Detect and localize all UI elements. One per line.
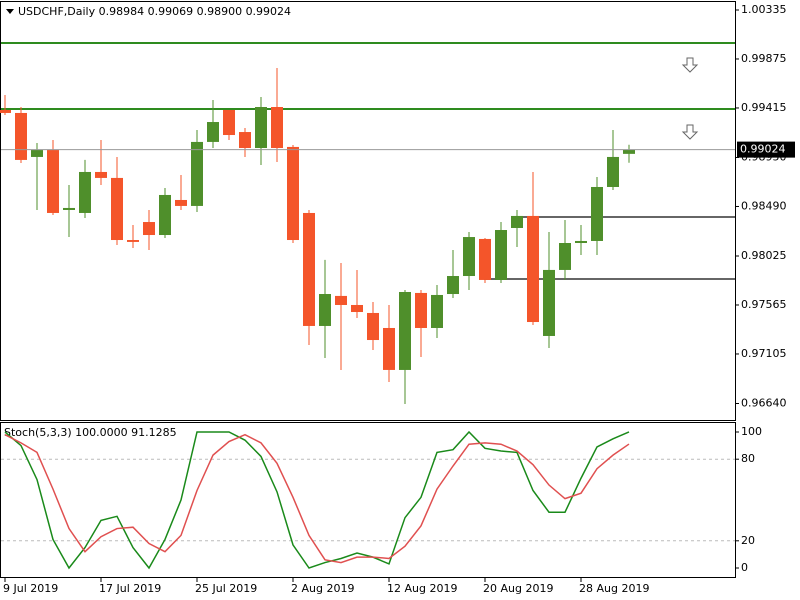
candle-body <box>367 312 379 341</box>
candle-body <box>223 109 235 136</box>
candle-body <box>591 186 603 241</box>
candle-body <box>79 171 91 213</box>
y-tick-label: 0.98490 <box>741 199 787 212</box>
candle-body <box>495 230 507 280</box>
candle-body <box>575 240 587 244</box>
chart-title: USDCHF,Daily 0.98984 0.99069 0.98900 0.9… <box>18 5 291 18</box>
candle-body <box>335 295 347 305</box>
x-tick-label: 20 Aug 2019 <box>483 582 553 595</box>
candle-body <box>527 215 539 323</box>
candle-body <box>287 146 299 241</box>
x-tick-label: 9 Jul 2019 <box>3 582 58 595</box>
candle-body <box>511 215 523 228</box>
y-tick-label: 0.99875 <box>741 52 787 65</box>
candle-body <box>415 292 427 328</box>
candle-body <box>31 150 43 157</box>
candle-body <box>559 243 571 270</box>
candle-body <box>207 122 219 142</box>
candle-body <box>127 240 139 242</box>
candle-body <box>0 109 11 113</box>
candle-body <box>303 212 315 326</box>
candle-body <box>351 304 363 313</box>
y-tick-label: 1.00335 <box>741 3 787 16</box>
y-tick-label: 0.98025 <box>741 249 787 262</box>
candle-body <box>543 269 555 336</box>
y-tick-label: 0.96640 <box>741 396 787 409</box>
y-tick-label: 20 <box>741 534 755 547</box>
candle-body <box>143 222 155 236</box>
stoch-line <box>4 433 630 564</box>
candle-body <box>447 276 459 295</box>
arrow-icon <box>681 57 699 73</box>
candle-body <box>47 150 59 213</box>
stoch-panel <box>0 422 736 578</box>
candle-body <box>319 294 331 326</box>
candle-body <box>479 238 491 280</box>
price-panel <box>0 1 736 421</box>
current-price-label: 0.99024 <box>740 143 786 156</box>
candle-body <box>239 132 251 149</box>
y-tick-label: 100 <box>741 425 762 438</box>
candle-body <box>191 141 203 206</box>
candle-body <box>383 327 395 370</box>
x-tick-label: 17 Jul 2019 <box>99 582 161 595</box>
candle-body <box>175 199 187 206</box>
candle-body <box>63 207 75 210</box>
x-tick-label: 25 Jul 2019 <box>195 582 257 595</box>
candle-body <box>399 291 411 370</box>
y-tick-label: 0.97105 <box>741 347 787 360</box>
candle-body <box>159 194 171 236</box>
x-tick-label: 2 Aug 2019 <box>291 582 354 595</box>
indicator-title: Stoch(5,3,3) 100.0000 91.1285 <box>4 426 177 439</box>
y-tick-label: 80 <box>741 452 755 465</box>
stoch-line <box>4 430 630 570</box>
x-tick-label: 12 Aug 2019 <box>387 582 457 595</box>
arrow-icon <box>681 124 699 140</box>
x-tick-label: 28 Aug 2019 <box>579 582 649 595</box>
candle-body <box>255 107 267 149</box>
candle-body <box>607 156 619 187</box>
candle-body <box>95 171 107 178</box>
candle-body <box>463 237 475 277</box>
current-price-box <box>737 141 795 158</box>
y-tick-label: 0.99415 <box>741 101 787 114</box>
y-tick-label: 0.97565 <box>741 298 787 311</box>
candle-body <box>623 149 635 154</box>
menu-arrow[interactable] <box>6 9 14 14</box>
candle-body <box>431 294 443 328</box>
candle-body <box>111 177 123 241</box>
y-tick-label: 0 <box>741 561 748 574</box>
candle-body <box>271 107 283 149</box>
candle-body <box>15 112 27 160</box>
